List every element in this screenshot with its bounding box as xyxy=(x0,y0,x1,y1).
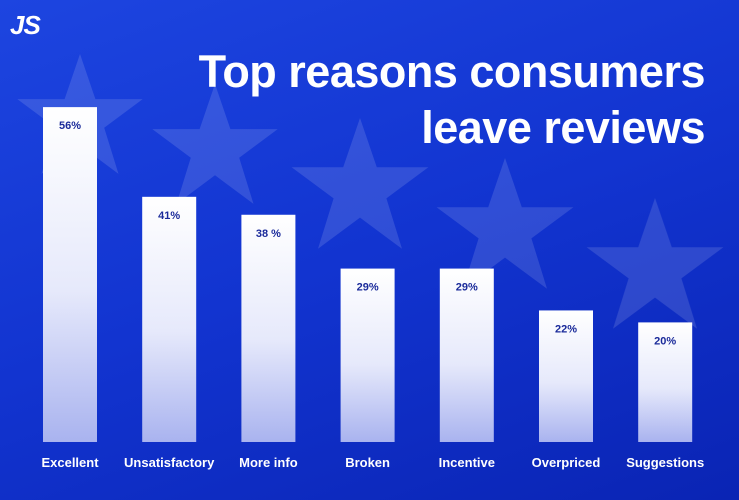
value-label: 29% xyxy=(456,282,478,294)
value-label: 41% xyxy=(158,210,180,222)
x-tick-label: More info xyxy=(239,455,298,470)
x-tick-label: Broken xyxy=(345,455,390,470)
bar xyxy=(142,196,197,442)
x-tick-label: Incentive xyxy=(439,455,495,470)
bar xyxy=(439,268,494,442)
x-tick-label: Unsatisfactory xyxy=(124,455,215,470)
bar xyxy=(340,268,395,442)
value-label: 38 % xyxy=(256,228,281,240)
bar xyxy=(241,214,296,442)
bar xyxy=(43,107,97,443)
x-tick-label: Overpriced xyxy=(532,455,601,470)
x-tick-label: Suggestions xyxy=(626,455,704,470)
bar xyxy=(539,310,593,442)
x-tick-label: Excellent xyxy=(41,455,99,470)
value-label: 22% xyxy=(555,323,577,335)
bar xyxy=(638,322,693,442)
value-label: 29% xyxy=(357,282,379,294)
value-label: 56% xyxy=(59,120,81,132)
chart-title: Top reasons consumers leave reviews xyxy=(198,46,706,153)
logo: JS xyxy=(10,10,41,40)
value-label: 20% xyxy=(654,335,676,347)
